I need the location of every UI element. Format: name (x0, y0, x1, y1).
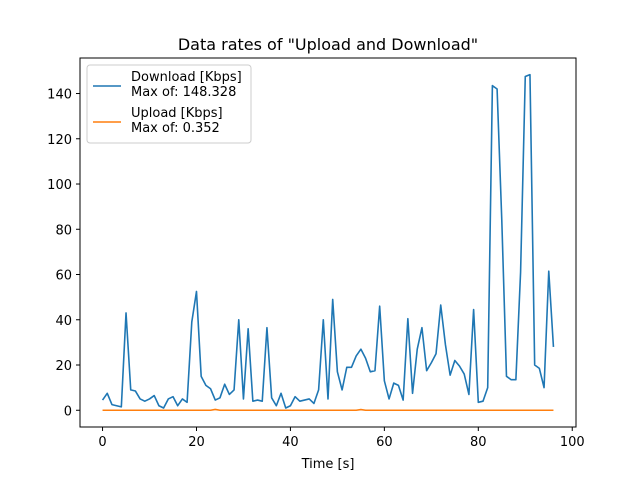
y-tick-label: 20 (55, 359, 72, 374)
chart-title: Data rates of "Upload and Download" (178, 35, 478, 54)
y-tick-label: 140 (47, 88, 72, 103)
y-tick-label: 120 (47, 133, 72, 148)
x-tick-label: 100 (560, 435, 585, 450)
legend-label-upload-line-2: Max of: 0.352 (131, 121, 220, 136)
axis-ticks: 0 20 40 60 80 100 0 20 40 60 80 100 120 140 (47, 88, 584, 450)
legend-box (86, 64, 252, 144)
x-tick-label: 60 (376, 435, 393, 450)
legend-label-download-line-2: Max of: 148.328 (131, 85, 236, 100)
axes-frame (79, 57, 577, 428)
series-line-upload (102, 408, 554, 412)
x-tick-label: 40 (282, 435, 299, 450)
legend-label-upload-line-1: Upload [Kbps] (131, 106, 223, 121)
legend-label-download-line-1: Download [Kbps] (131, 70, 242, 85)
x-tick-label: 0 (98, 435, 106, 450)
legend: Download [Kbps]Max of: 148.328 Upload [Kb… (86, 64, 252, 144)
plot-area (101, 73, 555, 412)
x-tick-label: 20 (188, 435, 205, 450)
y-tick-label: 40 (55, 314, 72, 329)
x-tick-label: 80 (470, 435, 487, 450)
y-tick-label: 60 (55, 269, 72, 284)
y-tick-label: 0 (64, 404, 72, 419)
y-tick-label: 100 (47, 178, 72, 193)
series-line-download (101, 73, 555, 409)
x-axis-label: Time [s] (301, 457, 355, 472)
y-tick-label: 80 (55, 223, 72, 238)
